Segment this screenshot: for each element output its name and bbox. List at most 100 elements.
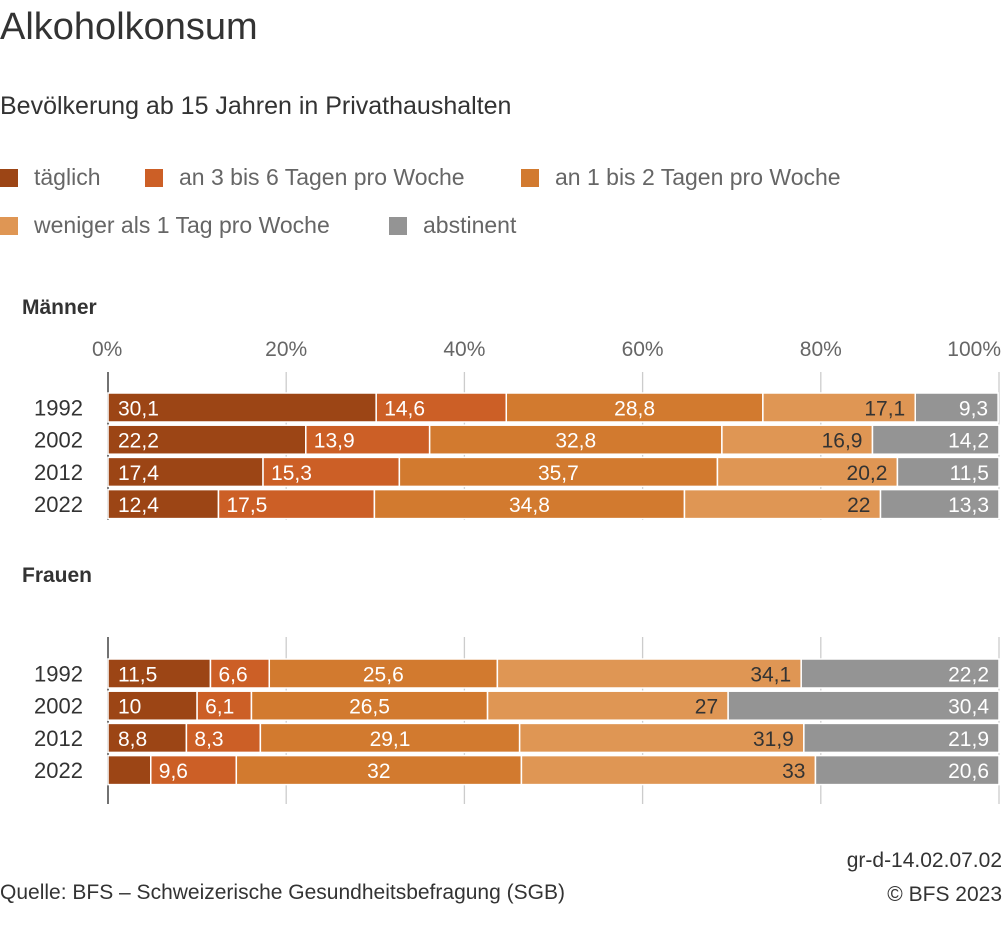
y-category-label: 1992: [34, 396, 83, 421]
y-category-label: 2022: [34, 758, 83, 783]
bar-segment: [879, 488, 1000, 520]
data-label: 32: [367, 760, 390, 783]
legend-item-abstinent: abstinent: [389, 212, 516, 239]
data-label: 9,6: [159, 760, 188, 783]
legend-swatch: [145, 168, 163, 187]
data-label: 16,9: [822, 430, 863, 453]
data-label: 30,1: [118, 398, 159, 421]
data-label: 26,5: [349, 696, 390, 719]
data-label: 20,6: [948, 760, 989, 783]
bar-segment: [762, 392, 916, 423]
legend-swatch: [0, 216, 18, 235]
data-label: 15,3: [271, 462, 312, 485]
data-label: 21,9: [948, 728, 989, 751]
chart-title: Alkoholkonsum: [0, 6, 258, 48]
legend-item-1-2-tage: an 1 bis 2 Tagen pro Woche: [521, 164, 841, 191]
data-label: 34,1: [750, 664, 791, 687]
data-label: 20,2: [847, 462, 888, 485]
bar-segment: [914, 392, 999, 423]
bar-segment: [518, 722, 805, 754]
data-label: 9,3: [959, 398, 988, 421]
data-label: 11,5: [950, 462, 989, 485]
x-tick-label: 60%: [622, 338, 664, 361]
x-tick-label: 80%: [800, 338, 842, 361]
legend-swatch: [521, 168, 539, 187]
bar-segment: [259, 722, 521, 754]
y-category-label: 2022: [34, 492, 83, 517]
footer-meta: gr-d-14.02.07.02 © BFS 2023: [847, 844, 1002, 912]
bar-segment: [107, 658, 212, 689]
bar-segment: [505, 392, 764, 423]
panel-title-maenner: Männer: [22, 296, 97, 319]
bar-segment: [800, 658, 1000, 689]
data-label: 12,4: [118, 494, 159, 517]
copyright: © BFS 2023: [887, 883, 1002, 906]
data-label: 22: [847, 494, 870, 517]
data-label: 6,1: [205, 696, 234, 719]
source-note: Quelle: BFS – Schweizerische Gesundheits…: [0, 881, 565, 904]
legend-label: täglich: [34, 164, 101, 190]
bar-segment: [871, 424, 1000, 455]
bar-segment: [373, 488, 686, 520]
y-category-label: 2002: [34, 694, 83, 719]
data-label: 28,8: [614, 398, 655, 421]
graphic-id: gr-d-14.02.07.02: [846, 849, 1002, 872]
data-label: 11,5: [118, 664, 157, 687]
bar-segment: [716, 456, 899, 488]
y-category-label: 2002: [34, 428, 83, 453]
data-label: 17,4: [118, 462, 159, 485]
legend-swatch: [0, 168, 18, 187]
data-label: 31,9: [753, 728, 794, 751]
data-label: 35,7: [538, 462, 579, 485]
legend-label: an 1 bis 2 Tagen pro Woche: [555, 164, 841, 190]
legend-label: abstinent: [423, 212, 517, 238]
bar-segment: [803, 722, 1000, 754]
data-label: 13,3: [948, 494, 989, 517]
legend-item-weniger: weniger als 1 Tag pro Woche: [0, 212, 330, 239]
data-label: 8,8: [118, 728, 147, 751]
legend-label: an 3 bis 6 Tagen pro Woche: [179, 164, 465, 190]
bar-segment: [896, 456, 1000, 488]
data-label: 29,1: [370, 728, 411, 751]
bar-segment: [185, 722, 262, 754]
bar-segment: [486, 690, 729, 721]
bar-segment: [814, 754, 1000, 786]
data-label: 6,6: [218, 664, 247, 687]
bar-segment: [107, 754, 152, 786]
data-label: 33: [782, 760, 805, 783]
bar-segment: [235, 754, 523, 786]
y-category-label: 1992: [34, 662, 83, 687]
data-label: 27: [695, 696, 718, 719]
x-tick-label: 20%: [265, 338, 307, 361]
data-label: 14,2: [948, 430, 989, 453]
chart-subtitle: Bevölkerung ab 15 Jahren in Privathausha…: [0, 92, 512, 120]
bar-segment: [398, 456, 719, 488]
data-label: 8,3: [194, 728, 223, 751]
y-category-label: 2012: [34, 460, 83, 485]
legend-item-taeglich: täglich: [0, 164, 100, 191]
data-label: 34,8: [509, 494, 550, 517]
data-label: 17,1: [864, 398, 905, 421]
legend-swatch: [389, 216, 407, 235]
bar-segment: [520, 754, 817, 786]
data-label: 13,9: [314, 430, 355, 453]
bar-segment: [107, 488, 220, 520]
data-label: 22,2: [948, 664, 989, 687]
data-label: 32,8: [555, 430, 596, 453]
bar-segment: [683, 488, 882, 520]
legend-item-3-6-tage: an 3 bis 6 Tagen pro Woche: [145, 164, 465, 191]
data-label: 25,6: [363, 664, 404, 687]
bar-segment: [727, 690, 1000, 721]
data-label: 10: [118, 696, 141, 719]
bar-segment: [375, 392, 508, 423]
y-category-label: 2012: [34, 726, 83, 751]
bar-segment: [107, 456, 264, 488]
data-label: 17,5: [226, 494, 267, 517]
x-tick-label: 100%: [947, 338, 1001, 361]
bar-segment: [107, 424, 307, 455]
panel-title-frauen: Frauen: [22, 564, 93, 587]
bar-segment: [107, 722, 188, 754]
data-label: 14,6: [384, 398, 425, 421]
bar-segment: [217, 488, 376, 520]
